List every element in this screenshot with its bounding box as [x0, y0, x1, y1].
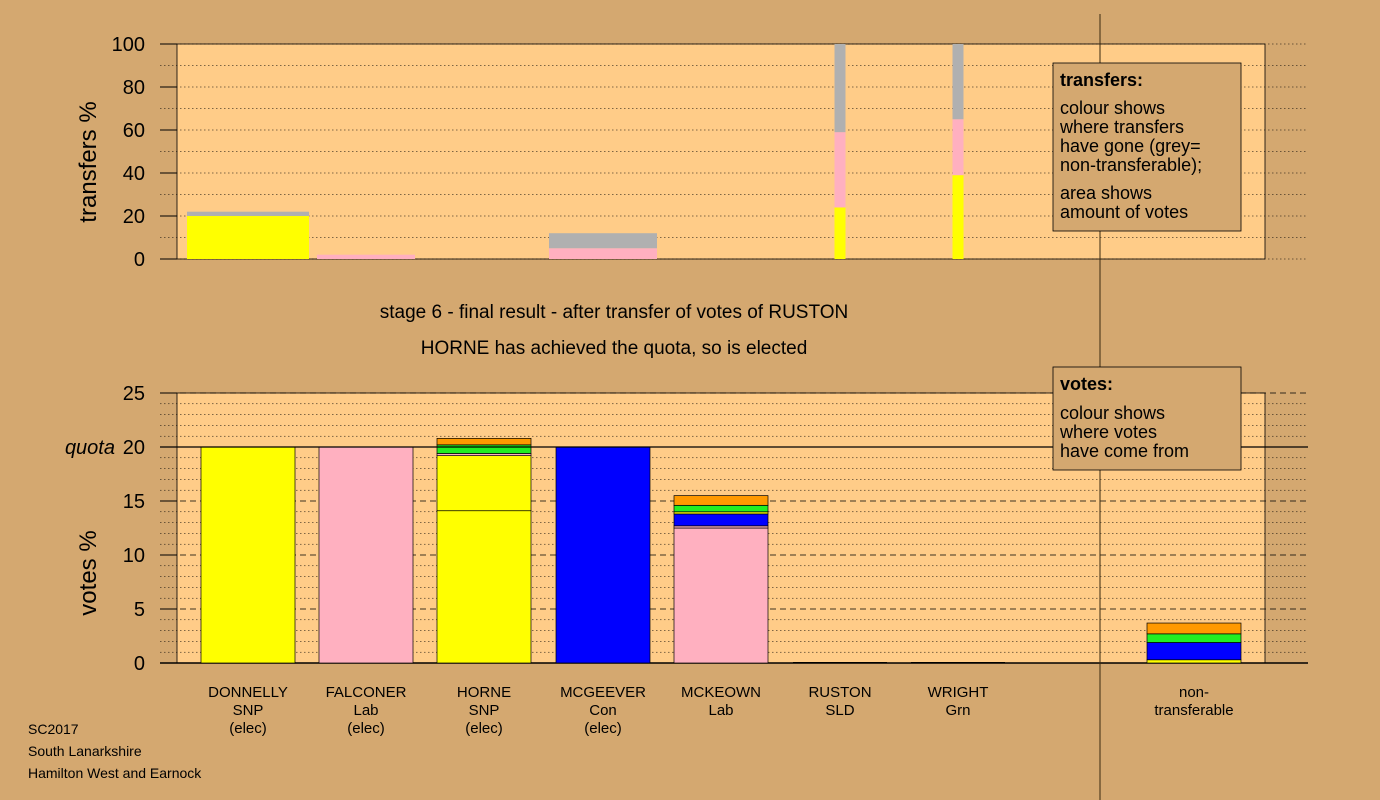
vote-segment-donnelly	[200, 446, 296, 664]
transfers-legend-line: where transfers	[1059, 117, 1184, 137]
candidate-label-party: Lab	[353, 702, 378, 719]
vote-segment-horne	[436, 444, 532, 454]
stage-subtitle: HORNE has achieved the quota, so is elec…	[421, 338, 808, 359]
transfer-segment-wright	[952, 175, 964, 259]
transfers-legend-line: area shows	[1060, 183, 1152, 203]
candidate-label-party: Grn	[945, 702, 970, 719]
candidate-label-name: MCGEEVER	[560, 684, 646, 701]
transfer-segment-ruston	[834, 132, 846, 208]
vote-bar-ruston	[793, 662, 887, 664]
transfer-segment-ruston	[834, 44, 846, 133]
non-transferable-label: transferable	[1154, 702, 1233, 719]
votes-tick-label: 5	[134, 599, 145, 621]
transfer-segment-wright	[952, 44, 964, 120]
non-transferable-segment	[1146, 659, 1242, 664]
candidate-label-name: WRIGHT	[928, 684, 989, 701]
votes-y-ticks: 0 5 10 15 20 25	[123, 383, 177, 675]
votes-tick-label: 10	[123, 545, 145, 567]
votes-legend-line: colour shows	[1060, 403, 1165, 423]
quota-label: quota	[65, 437, 115, 459]
candidate-label-status: (elec)	[584, 720, 622, 737]
vote-segment-mckeown	[673, 527, 769, 664]
stage-title: stage 6 - final result - after transfer …	[380, 302, 849, 323]
votes-legend-box	[1052, 366, 1242, 471]
candidate-label-party: SNP	[233, 702, 264, 719]
transfer-segment-ruston	[834, 207, 846, 259]
votes-tick-label: 0	[134, 653, 145, 675]
candidate-label-status: (elec)	[347, 720, 385, 737]
transfers-legend-line: colour shows	[1060, 98, 1165, 118]
candidate-label-name: MCKEOWN	[681, 684, 761, 701]
transfer-segment-mcgeever	[549, 248, 657, 259]
footer-council: South Lanarkshire	[28, 743, 142, 759]
votes-legend-line: have come from	[1060, 441, 1189, 461]
vote-segment-horne	[436, 438, 532, 446]
candidate-label-status: (elec)	[229, 720, 267, 737]
candidate-label-party: SNP	[469, 702, 500, 719]
transfers-legend-line: non-transferable);	[1060, 155, 1202, 175]
vote-segment-horne	[436, 510, 532, 664]
transfers-legend-line: have gone (grey=	[1060, 136, 1201, 156]
candidate-label-name: RUSTON	[808, 684, 871, 701]
candidate-label-party: SLD	[825, 702, 854, 719]
transfers-tick-label: 60	[123, 120, 145, 142]
candidate-labels: DONNELLYSNP(elec)FALCONERLab(elec)HORNES…	[208, 684, 1233, 737]
vote-segment-mckeown	[673, 495, 769, 506]
transfers-tick-label: 80	[123, 77, 145, 99]
transfers-legend-box	[1052, 62, 1242, 232]
votes-bars	[200, 438, 1242, 664]
votes-legend-line: where votes	[1059, 422, 1157, 442]
votes-legend-title: votes:	[1060, 374, 1113, 394]
transfers-bars	[187, 44, 964, 259]
transfer-segment-donnelly	[187, 216, 309, 259]
votes-y-axis-label: votes %	[75, 530, 102, 615]
candidate-label-party: Lab	[708, 702, 733, 719]
transfer-segment-wright	[952, 119, 964, 176]
vote-segment-falconer	[318, 446, 414, 664]
vote-segment-mcgeever	[555, 446, 651, 664]
transfers-tick-label: 100	[112, 34, 145, 56]
transfers-legend-line: amount of votes	[1060, 202, 1188, 222]
vote-segment-mckeown	[673, 504, 769, 513]
transfers-y-axis-label: transfers %	[75, 101, 102, 222]
transfers-legend: transfers: colour shows where transfers …	[1052, 62, 1242, 232]
candidate-label-status: (elec)	[465, 720, 503, 737]
transfer-segment-mcgeever	[549, 233, 657, 249]
transfers-tick-label: 0	[134, 249, 145, 271]
non-transferable-segment	[1146, 622, 1242, 635]
votes-tick-label: 20	[123, 437, 145, 459]
vote-segment-mckeown	[673, 513, 769, 527]
non-transferable-segment	[1146, 633, 1242, 643]
vote-bar-wright	[911, 662, 1005, 664]
votes-tick-label: 25	[123, 383, 145, 405]
votes-tick-label: 15	[123, 491, 145, 513]
footer-ward: Hamilton West and Earnock	[28, 765, 202, 781]
vote-segment-horne	[436, 455, 532, 512]
votes-legend: votes: colour shows where votes have com…	[1052, 366, 1242, 471]
transfer-segment-donnelly	[187, 211, 309, 216]
candidate-label-name: DONNELLY	[208, 684, 288, 701]
non-transferable-segment	[1146, 642, 1242, 661]
candidate-label-name: FALCONER	[326, 684, 407, 701]
footer-election: SC2017	[28, 721, 79, 737]
candidate-label-party: Con	[589, 702, 617, 719]
transfers-y-ticks: 0 20 40 60 80 100	[112, 34, 177, 271]
non-transferable-label: non-	[1179, 684, 1209, 701]
transfers-legend-title: transfers:	[1060, 70, 1143, 90]
transfers-tick-label: 20	[123, 206, 145, 228]
transfer-segment-falconer	[317, 254, 415, 259]
candidate-label-name: HORNE	[457, 684, 511, 701]
transfers-tick-label: 40	[123, 163, 145, 185]
